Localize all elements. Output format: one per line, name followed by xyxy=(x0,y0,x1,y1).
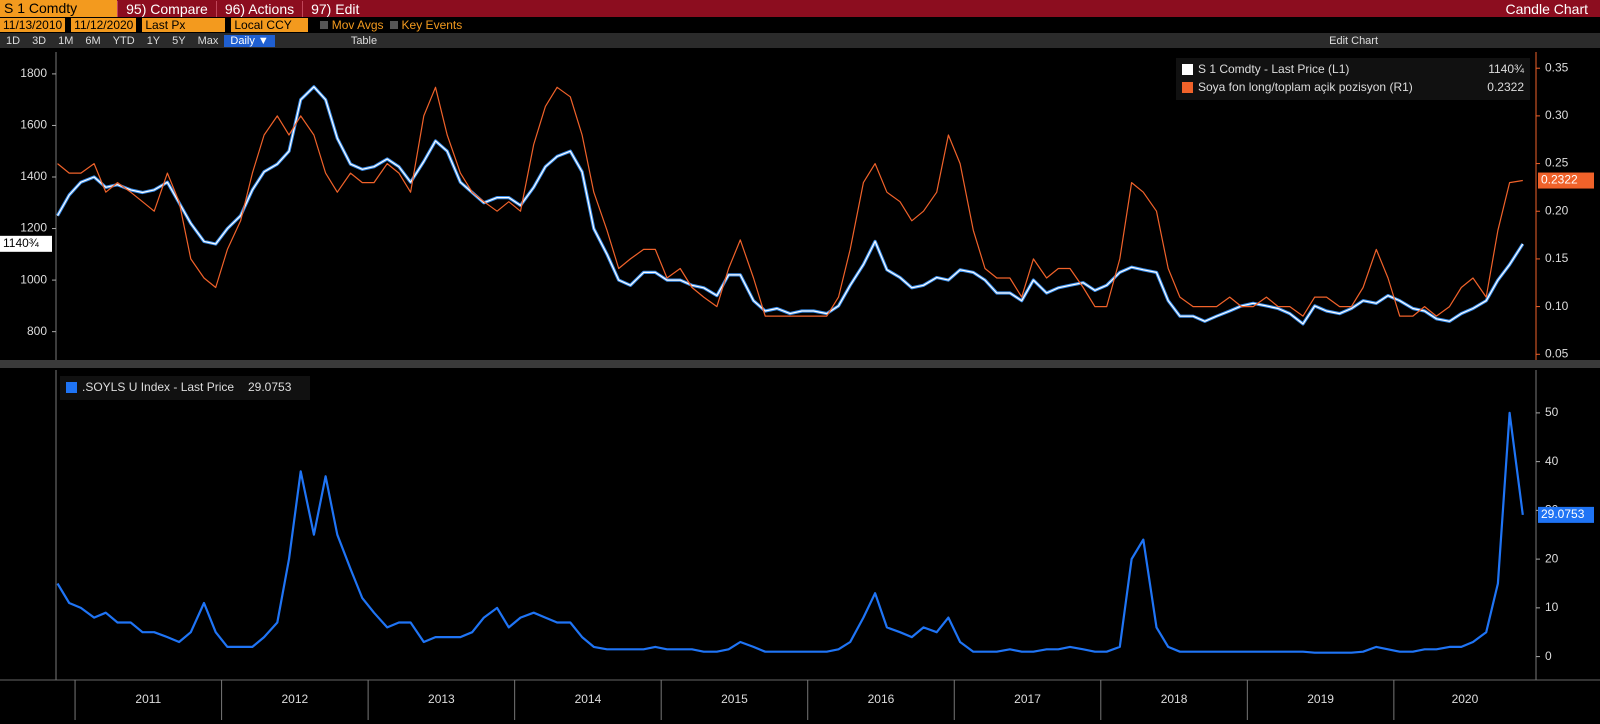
y-tick-label: 1400 xyxy=(20,169,47,183)
checkbox[interactable] xyxy=(389,21,398,29)
tag-box xyxy=(1538,506,1594,523)
legend-label: Soya fon long/toplam açik pozisyon (R1) xyxy=(1198,80,1413,94)
period[interactable]: 1M xyxy=(58,34,74,47)
price-line-outline xyxy=(56,85,1525,326)
menu-item[interactable]: 96) Actions xyxy=(215,0,302,17)
chart-kind: Candle Chart xyxy=(1505,0,1589,17)
checkbox[interactable] xyxy=(319,21,328,29)
legend-swatch xyxy=(66,382,77,393)
tag-box xyxy=(1538,172,1594,189)
y-tick-label: 1000 xyxy=(20,272,47,286)
period[interactable]: 1D xyxy=(6,34,21,47)
y-tick-label: 0.20 xyxy=(1545,203,1569,217)
y-tick-label: 50 xyxy=(1545,405,1559,419)
y-tick-label: 1800 xyxy=(20,66,47,80)
x-tick-label: 2017 xyxy=(1014,692,1041,706)
x-tick-label: 2013 xyxy=(428,692,455,706)
y-tick-label: 0.05 xyxy=(1545,346,1569,360)
legend-label: S 1 Comdty - Last Price (L1) xyxy=(1198,62,1349,76)
legend-value: 29.0753 xyxy=(248,380,292,394)
x-tick-label: 2016 xyxy=(868,692,895,706)
period[interactable]: 1Y xyxy=(146,34,161,47)
legend-box xyxy=(60,376,310,400)
y-tick-label: 1600 xyxy=(20,118,47,132)
legend-swatch xyxy=(1182,82,1193,93)
field[interactable]: Last Px xyxy=(142,18,226,32)
price-line xyxy=(56,86,1524,325)
option: Key Events xyxy=(401,18,463,32)
y-tick-label: 0.15 xyxy=(1545,251,1569,265)
y-tick-label: 20 xyxy=(1545,551,1559,565)
x-tick-label: 2014 xyxy=(575,692,602,706)
y-tick-label: 10 xyxy=(1545,600,1559,614)
period[interactable]: Max xyxy=(197,34,219,47)
charts: 800 1000 1200 1400 1600 1800 0.05 0.10 0.15 0.20 0… xyxy=(0,52,1600,720)
y-tick-label: 0.25 xyxy=(1545,156,1569,170)
y-tick-label: 0.35 xyxy=(1545,60,1569,74)
security[interactable]: S 1 Comdty xyxy=(0,0,118,17)
menu-item[interactable]: 95) Compare xyxy=(117,0,216,17)
title-bar: S 1 Comdty 95) Compare 96) Actions 97) E… xyxy=(0,0,1600,17)
y-tick-label: 40 xyxy=(1545,454,1559,468)
frequency[interactable]: Daily ▼ xyxy=(224,34,275,47)
settings-bar: 11/13/2010 11/12/2020 Last Px Local CCY … xyxy=(0,17,1600,33)
y-tick-label: 0.30 xyxy=(1545,108,1569,122)
currency[interactable]: Local CCY xyxy=(231,18,308,32)
y-tick-label: 800 xyxy=(27,324,47,338)
x-tick-label: 2012 xyxy=(281,692,308,706)
legend-label: .SOYLS U Index - Last Price xyxy=(82,380,234,394)
legend-value: 0.2322 xyxy=(1487,80,1524,94)
x-tick-label: 2011 xyxy=(135,692,161,706)
x-tick-label: 2015 xyxy=(721,692,748,706)
y-tick-label: 1200 xyxy=(20,221,47,235)
last-value-tag: 1140¾ xyxy=(0,235,52,252)
last-value-tag: 29.0753 xyxy=(1538,506,1594,523)
legend-swatch xyxy=(1182,64,1193,75)
period-bar: 1D 3D 1M 6M YTD 1Y 5Y Max Daily ▼ Table … xyxy=(0,33,1600,48)
period[interactable]: 3D xyxy=(32,34,47,47)
series-line xyxy=(56,411,1524,654)
menu-item[interactable]: 97) Edit xyxy=(302,0,367,17)
period[interactable]: 5Y xyxy=(172,34,186,47)
y-tick-label: 0.10 xyxy=(1545,299,1569,313)
tag-box xyxy=(0,235,52,252)
series-line xyxy=(57,86,1523,317)
period[interactable]: 6M xyxy=(85,34,101,47)
option: Mov Avgs xyxy=(331,18,384,32)
tag-label: 1140¾ xyxy=(3,236,40,250)
legend-box xyxy=(1176,58,1530,100)
divider xyxy=(0,360,1600,368)
tag-label: 29.0753 xyxy=(1541,507,1585,521)
start-date[interactable]: 11/13/2010 xyxy=(0,18,66,32)
tag-label: 0.2322 xyxy=(1541,173,1578,187)
y-tick-label: 0 xyxy=(1545,649,1552,663)
x-tick-label: 2019 xyxy=(1307,692,1334,706)
legend-value: 1140¾ xyxy=(1488,62,1525,76)
table-button[interactable]: Table xyxy=(350,34,378,47)
x-tick-label: 2020 xyxy=(1452,692,1479,706)
edit-chart[interactable]: Edit Chart xyxy=(1329,34,1379,47)
x-tick-label: 2018 xyxy=(1161,692,1188,706)
period[interactable]: YTD xyxy=(112,34,135,47)
last-value-tag: 0.2322 xyxy=(1538,172,1594,189)
end-date[interactable]: 11/12/2020 xyxy=(71,18,137,32)
